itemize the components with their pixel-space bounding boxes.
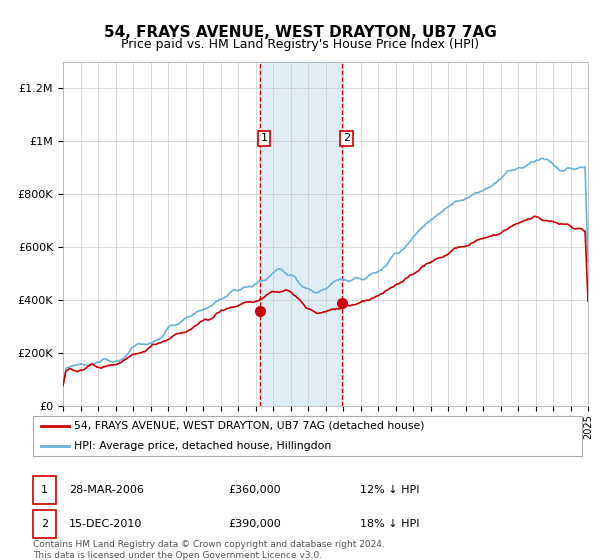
Text: Contains HM Land Registry data © Crown copyright and database right 2024.
This d: Contains HM Land Registry data © Crown c…: [33, 540, 385, 560]
Text: 28-MAR-2006: 28-MAR-2006: [69, 485, 144, 495]
Text: 1: 1: [41, 485, 48, 495]
Text: 1: 1: [260, 133, 268, 143]
Text: £360,000: £360,000: [228, 485, 281, 495]
Text: 2: 2: [343, 133, 350, 143]
Text: 54, FRAYS AVENUE, WEST DRAYTON, UB7 7AG (detached house): 54, FRAYS AVENUE, WEST DRAYTON, UB7 7AG …: [74, 421, 425, 431]
FancyBboxPatch shape: [33, 416, 582, 456]
Text: 2: 2: [41, 519, 48, 529]
Text: 15-DEC-2010: 15-DEC-2010: [69, 519, 142, 529]
Text: £390,000: £390,000: [228, 519, 281, 529]
Text: 12% ↓ HPI: 12% ↓ HPI: [360, 485, 419, 495]
Text: 18% ↓ HPI: 18% ↓ HPI: [360, 519, 419, 529]
Bar: [260, 62, 343, 406]
Text: Price paid vs. HM Land Registry's House Price Index (HPI): Price paid vs. HM Land Registry's House …: [121, 38, 479, 51]
Text: HPI: Average price, detached house, Hillingdon: HPI: Average price, detached house, Hill…: [74, 441, 331, 451]
Text: 54, FRAYS AVENUE, WEST DRAYTON, UB7 7AG: 54, FRAYS AVENUE, WEST DRAYTON, UB7 7AG: [104, 25, 496, 40]
